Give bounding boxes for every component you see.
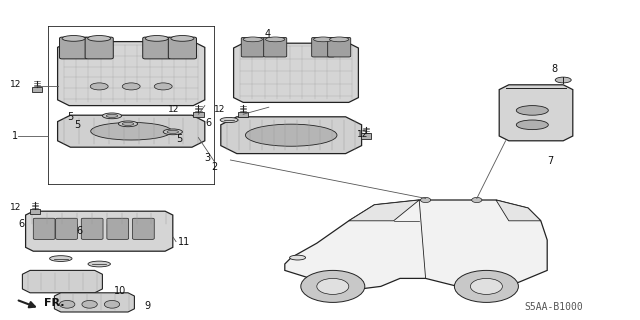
Ellipse shape [167,130,179,133]
Text: 7: 7 [547,156,554,166]
Text: 12: 12 [10,80,21,89]
Text: 11: 11 [178,236,190,247]
Text: 6: 6 [18,219,24,229]
Polygon shape [26,211,173,251]
Circle shape [472,197,482,203]
Text: S5AA-B1000: S5AA-B1000 [525,302,584,312]
Ellipse shape [330,37,349,42]
Text: 8: 8 [552,64,558,74]
Text: 12: 12 [214,105,225,114]
FancyBboxPatch shape [81,218,103,239]
Circle shape [301,270,365,302]
Text: 3: 3 [205,153,211,164]
Ellipse shape [171,36,194,41]
Ellipse shape [50,256,72,261]
Circle shape [470,278,502,294]
Ellipse shape [516,106,548,115]
Ellipse shape [91,122,172,140]
Polygon shape [58,42,205,106]
FancyBboxPatch shape [56,218,77,239]
Ellipse shape [118,121,138,127]
Text: 5: 5 [176,134,182,144]
FancyBboxPatch shape [264,37,287,57]
Circle shape [82,300,97,308]
FancyBboxPatch shape [143,37,171,59]
Bar [32,87,42,92]
Text: 12: 12 [10,203,21,212]
FancyBboxPatch shape [85,37,113,59]
Polygon shape [285,200,547,290]
Text: 6: 6 [205,118,211,128]
Ellipse shape [122,83,140,90]
Text: 9: 9 [144,300,150,311]
Text: 12: 12 [168,105,179,114]
Text: 2: 2 [211,162,218,172]
Circle shape [104,300,120,308]
FancyBboxPatch shape [60,37,88,59]
Ellipse shape [556,77,572,83]
Polygon shape [349,200,419,221]
Ellipse shape [516,120,548,130]
FancyBboxPatch shape [132,218,154,239]
Text: 10: 10 [114,286,126,296]
Ellipse shape [163,129,182,135]
Ellipse shape [122,122,134,125]
Polygon shape [58,115,205,147]
Text: 1: 1 [12,131,18,141]
Ellipse shape [266,37,285,42]
Text: 4: 4 [264,28,271,39]
Polygon shape [234,43,358,102]
Ellipse shape [62,36,85,41]
FancyBboxPatch shape [168,37,196,59]
Circle shape [454,270,518,302]
Polygon shape [221,117,362,154]
Text: 5: 5 [74,120,80,131]
FancyBboxPatch shape [33,218,55,239]
Bar [238,112,248,117]
Ellipse shape [102,113,122,119]
Ellipse shape [88,261,111,267]
Polygon shape [499,85,573,141]
Ellipse shape [220,117,238,123]
Text: 5: 5 [67,112,74,122]
Text: FR.: FR. [44,298,64,308]
Polygon shape [496,200,541,221]
FancyBboxPatch shape [312,37,335,57]
Text: 12: 12 [357,130,369,139]
Ellipse shape [106,114,118,117]
Circle shape [317,278,349,294]
FancyBboxPatch shape [241,37,264,57]
Ellipse shape [145,36,168,41]
Ellipse shape [88,36,111,41]
Bar [361,133,371,139]
FancyBboxPatch shape [328,37,351,57]
Ellipse shape [154,83,172,90]
Ellipse shape [246,124,337,146]
Text: 6: 6 [77,226,83,236]
Ellipse shape [314,37,333,42]
Circle shape [420,197,431,203]
Ellipse shape [290,255,306,260]
Bar [193,112,204,117]
Polygon shape [54,293,134,312]
Bar [30,209,40,214]
Ellipse shape [90,83,108,90]
FancyBboxPatch shape [107,218,129,239]
Circle shape [60,300,75,308]
Polygon shape [22,270,102,293]
Ellipse shape [243,37,262,42]
